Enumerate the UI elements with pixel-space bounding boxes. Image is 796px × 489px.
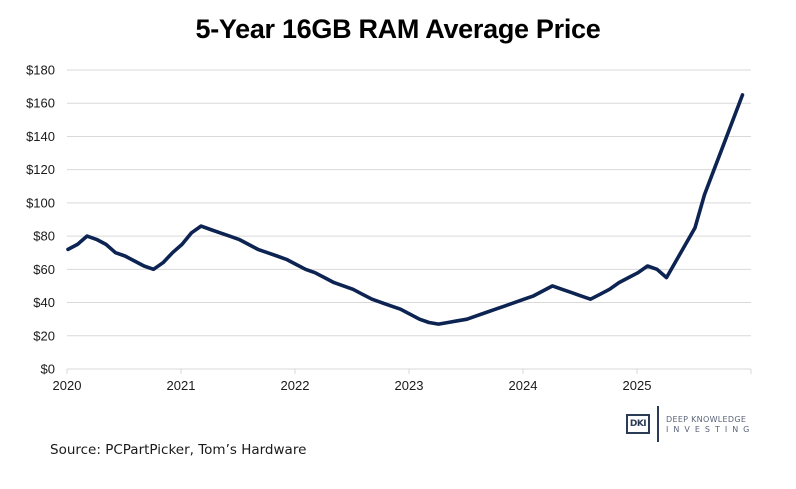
x-axis-tick-labels: 2020 2021 2022 2023 2024 2025 (53, 378, 652, 393)
y-tick-label: $100 (26, 195, 55, 210)
source-note: Source: PCPartPicker, Tom’s Hardware (50, 442, 307, 458)
series-line (66, 93, 745, 326)
y-tick-label: $120 (26, 162, 55, 177)
y-tick-label: $80 (33, 229, 55, 244)
logo-line2: INVESTING (666, 424, 755, 434)
y-tick-label: $0 (41, 362, 55, 377)
y-tick-label: $60 (33, 262, 55, 277)
dki-logo: DKI DEEP KNOWLEDGE INVESTING (626, 406, 754, 442)
y-tick-label: $20 (33, 328, 55, 343)
y-tick-label: $140 (26, 129, 55, 144)
x-tick-label: 2022 (281, 378, 310, 393)
y-axis-tick-labels: $0 $20 $40 $60 $80 $100 $120 $140 $160 $180 (26, 63, 55, 377)
x-tick-label: 2024 (509, 378, 538, 393)
y-tick-label: $180 (26, 63, 55, 78)
x-tick-label: 2020 (53, 378, 82, 393)
chart-title: 5-Year 16GB RAM Average Price (195, 14, 601, 44)
series-layer (66, 93, 745, 326)
x-axis (66, 368, 752, 374)
gridlines (67, 69, 751, 337)
logo-wordmark: DEEP KNOWLEDGE INVESTING (666, 415, 754, 434)
x-tick-label: 2025 (623, 378, 652, 393)
x-tick-label: 2021 (167, 378, 196, 393)
logo-divider (657, 406, 659, 442)
logo-line1: DEEP KNOWLEDGE (666, 414, 747, 424)
y-tick-label: $40 (33, 295, 55, 310)
x-tick-label: 2023 (395, 378, 424, 393)
dki-logo-mark: DKI (626, 414, 650, 434)
y-tick-label: $160 (26, 96, 55, 111)
